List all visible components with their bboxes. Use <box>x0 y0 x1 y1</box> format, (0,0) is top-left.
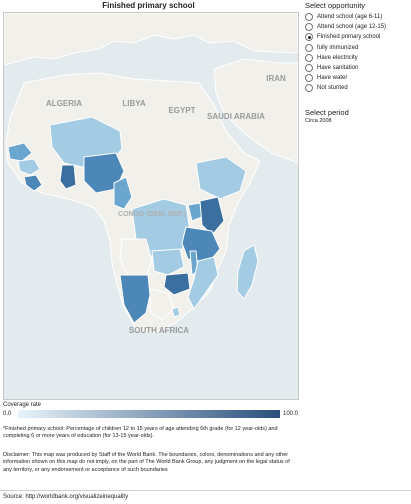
legend-max: 100.0 <box>283 411 299 417</box>
opportunity-panel: Select opportunity Attend school (age 6-… <box>305 1 409 94</box>
option-electricity[interactable]: Have electricity <box>305 53 409 63</box>
radio-icon[interactable] <box>305 13 313 22</box>
radio-selected-icon[interactable] <box>305 33 313 42</box>
option-not-stunted[interactable]: Not stunted <box>305 83 409 93</box>
label-saudi-arabia: SAUDI ARABIA <box>207 112 265 121</box>
option-label: Attend school (age 12-15) <box>317 24 387 31</box>
choropleth-map[interactable]: ALGERIA LIBYA EGYPT SAUDI ARABIA IRAN CO… <box>3 12 299 400</box>
label-algeria: ALGERIA <box>46 99 82 108</box>
footnote: *Finished primary school: Percentage of … <box>3 426 278 440</box>
radio-icon[interactable] <box>305 43 313 52</box>
option-attend-12-15[interactable]: Attend school (age 12-15) <box>305 22 409 32</box>
label-south-africa: SOUTH AFRICA <box>129 326 189 335</box>
label-congo: CONGO (DEM. REP.) <box>118 211 186 218</box>
radio-icon[interactable] <box>305 74 313 83</box>
radio-icon[interactable] <box>305 64 313 73</box>
source-link[interactable]: Source: http://worldbank.org/visualizein… <box>3 494 129 500</box>
legend-gradient <box>18 410 280 418</box>
legend-min: 0.0 <box>3 411 12 417</box>
option-label: Finished primary school <box>317 34 381 41</box>
option-water[interactable]: Have water <box>305 73 409 83</box>
option-label: Have water <box>317 75 348 82</box>
option-label: Not stunted <box>317 85 348 92</box>
radio-icon[interactable] <box>305 23 313 32</box>
option-attend-6-11[interactable]: Attend school (age 6-11) <box>305 12 409 22</box>
option-fully-immunized[interactable]: fully immunized <box>305 43 409 53</box>
option-finished-primary[interactable]: Finished primary school <box>305 32 409 42</box>
disclaimer: Disclaimer: This map was produced by Sta… <box>3 452 290 473</box>
legend-title: Coverage rate <box>3 402 42 408</box>
opportunity-heading: Select opportunity <box>305 1 366 10</box>
option-label: fully immunized <box>317 44 359 51</box>
option-label: Have sanitation <box>317 65 359 72</box>
radio-icon[interactable] <box>305 84 313 93</box>
label-iran: IRAN <box>266 74 286 83</box>
period-heading: Select period <box>305 108 349 117</box>
source-divider <box>0 490 411 491</box>
period-value[interactable]: Circa 2008 <box>305 118 332 124</box>
label-libya: LIBYA <box>122 99 145 108</box>
radio-icon[interactable] <box>305 53 313 62</box>
option-label: Attend school (age 6-11) <box>317 14 383 21</box>
label-egypt: EGYPT <box>168 106 195 115</box>
option-sanitation[interactable]: Have sanitation <box>305 63 409 73</box>
map-title: Finished primary school <box>102 1 195 10</box>
option-label: Have electricity <box>317 54 358 61</box>
